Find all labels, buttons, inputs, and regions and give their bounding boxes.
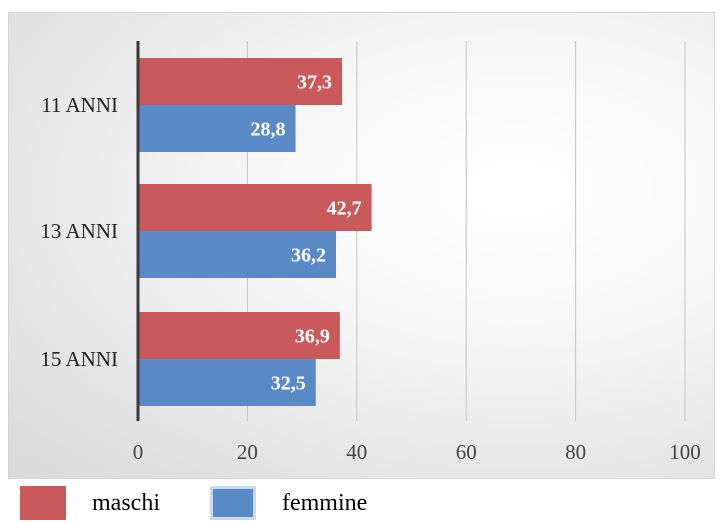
bar-chart: 0 20 40 60 80 100 37,3 28,8 11 ANNI 42,7 36,2 13 AN… xyxy=(0,0,727,485)
legend-item-maschi: maschi xyxy=(20,486,160,520)
data-label: 32,5 xyxy=(271,373,306,395)
data-label: 42,7 xyxy=(327,198,362,220)
legend-label-femmine: femmine xyxy=(282,490,367,517)
legend-swatch-maschi xyxy=(20,486,66,520)
x-tick-label: 60 xyxy=(456,440,477,464)
legend-item-femmine: femmine xyxy=(210,486,367,520)
category-label: 11 ANNI xyxy=(41,93,118,117)
legend-label-maschi: maschi xyxy=(92,490,160,517)
x-tick-label: 40 xyxy=(346,440,367,464)
x-tick-label: 0 xyxy=(133,440,144,464)
x-tick-label: 80 xyxy=(565,440,586,464)
legend: maschi femmine xyxy=(20,485,417,521)
data-label: 28,8 xyxy=(251,119,286,141)
x-tick-label: 100 xyxy=(669,440,701,464)
legend-swatch-femmine xyxy=(210,486,256,520)
data-label: 36,2 xyxy=(291,245,326,267)
data-label: 36,9 xyxy=(295,326,330,348)
category-label: 15 ANNI xyxy=(40,347,118,371)
data-label: 37,3 xyxy=(297,72,332,94)
x-tick-label: 20 xyxy=(237,440,258,464)
category-label: 13 ANNI xyxy=(40,219,118,243)
